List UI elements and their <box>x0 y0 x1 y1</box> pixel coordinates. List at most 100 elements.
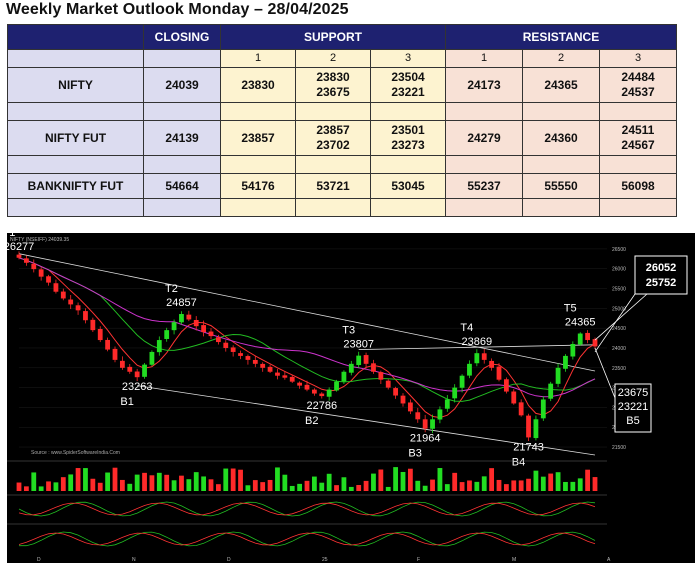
candle-body <box>83 311 88 321</box>
chart-annotation-boxes: 26052 25752 23675 23221 B5 <box>594 255 688 433</box>
candle-body <box>570 344 576 357</box>
chart-indicator-panels <box>7 460 607 547</box>
table-spacer-row <box>7 155 677 174</box>
volume-bar <box>348 486 354 491</box>
candle-body <box>555 367 561 384</box>
candle-body <box>75 305 81 311</box>
candle-body <box>238 353 243 356</box>
volume-bar <box>267 479 273 491</box>
pivot-label: B1 <box>120 396 133 408</box>
volume-bar <box>105 472 111 491</box>
volume-bar <box>385 486 391 491</box>
volume-bar <box>356 485 362 491</box>
volume-bar <box>496 479 502 491</box>
candle-body <box>444 399 450 409</box>
support-2-value-a: 23830 <box>316 70 350 84</box>
volume-bar <box>127 483 133 491</box>
ma-mid-line <box>18 257 596 402</box>
spacer-cell <box>143 102 221 121</box>
page-title: Weekly Market Outlook Monday – 28/04/202… <box>6 1 349 18</box>
candle-body <box>186 314 192 320</box>
support-1-value: 23830 <box>220 67 296 103</box>
candle-body <box>297 382 303 386</box>
y-tick-label: 24000 <box>612 346 626 352</box>
volume-bar <box>97 482 103 491</box>
candle-body <box>112 348 118 360</box>
lower-support-box <box>614 383 652 433</box>
candle-body <box>267 366 273 372</box>
candle-body <box>592 339 598 347</box>
spacer-cell <box>599 102 677 121</box>
candle-body <box>511 391 517 404</box>
upper-target-box <box>634 255 688 295</box>
candle-body <box>164 330 170 339</box>
pivot-label: T1 <box>7 233 15 239</box>
support-3-value: 53045 <box>370 173 446 199</box>
candle-body <box>533 419 539 439</box>
oscillator-2-signal <box>18 532 596 546</box>
resistance-3-value-a: 24484 <box>621 70 655 84</box>
volume-bar <box>134 474 140 491</box>
ma-long-line <box>18 257 596 398</box>
x-tick-label: F <box>417 557 420 563</box>
resistance-1-value: 24173 <box>445 67 523 103</box>
volume-bar <box>83 468 88 491</box>
resistance-3-value: 56098 <box>599 173 677 199</box>
support-3-value-a: 23504 <box>391 70 425 84</box>
volume-bar <box>179 475 184 491</box>
candle-body <box>422 419 428 429</box>
pivot-label: T4 <box>460 322 473 334</box>
header-closing: CLOSING <box>143 24 221 50</box>
spacer-cell <box>143 198 221 217</box>
resistance-2-label: 2 <box>522 49 600 68</box>
spacer-cell <box>143 155 221 174</box>
volume-bar <box>393 467 399 491</box>
candle-body <box>156 340 162 353</box>
support-3-value-a: 23501 <box>391 123 425 137</box>
spacer-cell <box>522 155 600 174</box>
chart-canvas: NIFTY (NSEIFF) 24039.35 Source : www.Spi… <box>7 233 695 563</box>
pivot-value: 21743 <box>513 441 544 453</box>
volume-bar <box>112 467 118 491</box>
table-spacer-row <box>7 102 677 121</box>
spacer-cell <box>599 155 677 174</box>
resistance-1-label: 1 <box>445 49 523 68</box>
candle-body <box>452 387 458 399</box>
support-1-value: 54176 <box>220 173 296 199</box>
candle-body <box>193 319 199 327</box>
candle-body <box>540 399 546 419</box>
volume-bar <box>481 476 487 491</box>
volume-bar <box>371 473 376 491</box>
candle-body <box>134 371 140 378</box>
candle-body <box>223 342 229 348</box>
spacer-cell <box>599 198 677 217</box>
volume-bar <box>164 474 170 491</box>
pivot-value: 24365 <box>565 317 596 329</box>
candle-body <box>489 360 495 368</box>
y-tick-label: 21500 <box>612 445 626 451</box>
x-tick-label: D <box>227 557 231 563</box>
volume-bar <box>252 480 258 491</box>
pivot-label: T2 <box>165 283 178 295</box>
spacer-cell <box>295 198 371 217</box>
volume-bar <box>282 474 288 491</box>
volume-bar <box>201 476 207 491</box>
x-tick-label: N <box>132 557 136 563</box>
volume-bar <box>570 481 576 491</box>
table-row-nifty-fut: NIFTY FUT 24139 23857 23857 23702 23501 23… <box>7 120 677 156</box>
subheader-blank-name <box>7 49 144 68</box>
support-2-value: 23830 23675 <box>295 67 371 103</box>
candle-body <box>563 355 568 369</box>
volume-bar <box>437 468 443 491</box>
lower-channel-line <box>137 385 596 456</box>
support-2-label: 2 <box>295 49 371 68</box>
spacer-cell <box>445 155 523 174</box>
resistance-3-value-a: 24511 <box>621 123 655 137</box>
candle-body <box>577 333 583 345</box>
row-name: NIFTY <box>7 67 144 103</box>
candle-body <box>407 402 413 412</box>
candle-body <box>326 389 332 397</box>
upper-target-value: 25752 <box>646 277 677 289</box>
candle-body <box>356 355 362 365</box>
candle-body <box>385 380 391 388</box>
